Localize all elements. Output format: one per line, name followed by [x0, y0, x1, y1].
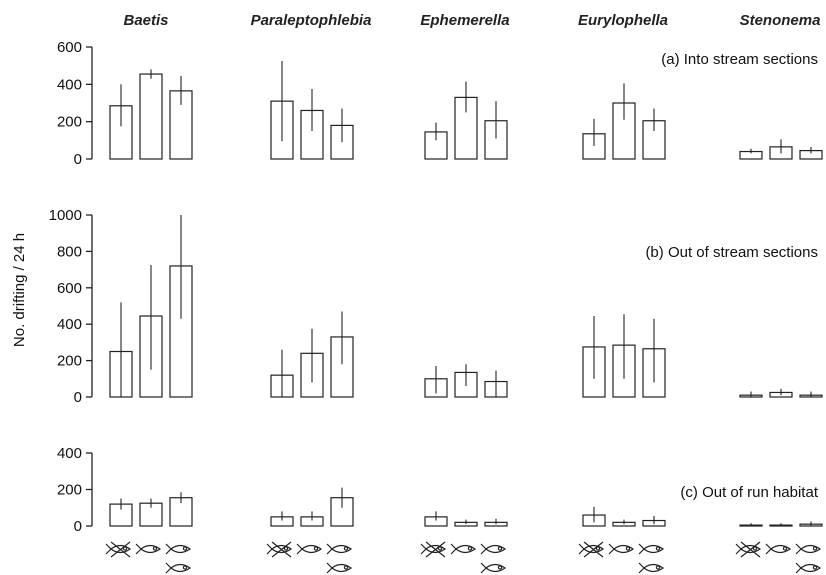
cross-line — [110, 541, 131, 558]
y-tick-label: 400 — [57, 445, 82, 462]
cross-line — [271, 541, 292, 558]
taxon-labels: Baetis Paraleptophlebia Ephemerella Eury… — [123, 12, 820, 29]
fish-icon — [135, 543, 162, 555]
panel-c: (c) Out of run habitat 0 200 400 — [57, 445, 823, 535]
fish-icon — [795, 562, 822, 574]
cross-line — [425, 541, 446, 558]
panel-b: (b) Out of stream sections 0 200 400 600 800… — [49, 207, 823, 406]
taxon-label-ephemerella: Ephemerella — [420, 12, 509, 29]
y-tick-label: 600 — [57, 280, 82, 297]
fish-icon — [638, 543, 665, 555]
y-tick-label: 200 — [57, 114, 82, 131]
cross-line — [583, 541, 604, 558]
panel-b-title: (b) Out of stream sections — [645, 244, 818, 261]
treatment-icons — [105, 541, 822, 574]
fish-icon — [638, 562, 665, 574]
treatment-icon-group — [735, 541, 822, 574]
fish-icon — [795, 543, 822, 555]
fish-icon — [765, 543, 792, 555]
fish-icon — [165, 543, 192, 555]
fish-icon — [480, 562, 507, 574]
y-tick-label: 400 — [57, 76, 82, 93]
no-fish-icon — [105, 541, 132, 558]
taxon-label-stenonema: Stenonema — [740, 12, 821, 29]
y-tick-label: 200 — [57, 482, 82, 499]
no-fish-icon — [266, 541, 293, 558]
panel-a-title: (a) Into stream sections — [661, 51, 818, 68]
fish-icon — [450, 543, 477, 555]
fish-icon — [165, 562, 192, 574]
no-fish-icon — [578, 541, 605, 558]
taxon-label-eurylophella: Eurylophella — [578, 12, 668, 29]
treatment-icon-group — [266, 541, 353, 574]
fish-icon — [326, 562, 353, 574]
y-tick-label: 200 — [57, 353, 82, 370]
y-axis-label: No. drifting / 24 h — [11, 233, 28, 347]
taxon-label-baetis: Baetis — [123, 12, 168, 29]
fish-icon — [608, 543, 635, 555]
treatment-icon-group — [420, 541, 507, 574]
cross-line — [740, 541, 761, 558]
panel-a: (a) Into stream sections 0 200 400 600 — [57, 39, 823, 168]
y-tick-label: 0 — [74, 518, 82, 535]
treatment-icon-group — [105, 541, 192, 574]
y-tick-label: 400 — [57, 316, 82, 333]
y-tick-label: 600 — [57, 39, 82, 56]
no-fish-icon — [420, 541, 447, 558]
panel-c-title: (c) Out of run habitat — [680, 484, 818, 501]
fish-icon — [326, 543, 353, 555]
no-fish-icon — [735, 541, 762, 558]
taxon-label-paraleptophlebia: Paraleptophlebia — [251, 12, 372, 29]
bar — [139, 73, 163, 160]
y-tick-label: 1000 — [49, 207, 82, 224]
y-tick-label: 0 — [74, 389, 82, 406]
fish-icon — [296, 543, 323, 555]
fish-icon — [480, 543, 507, 555]
treatment-icon-group — [578, 541, 665, 574]
y-tick-label: 800 — [57, 243, 82, 260]
y-tick-label: 0 — [74, 151, 82, 168]
